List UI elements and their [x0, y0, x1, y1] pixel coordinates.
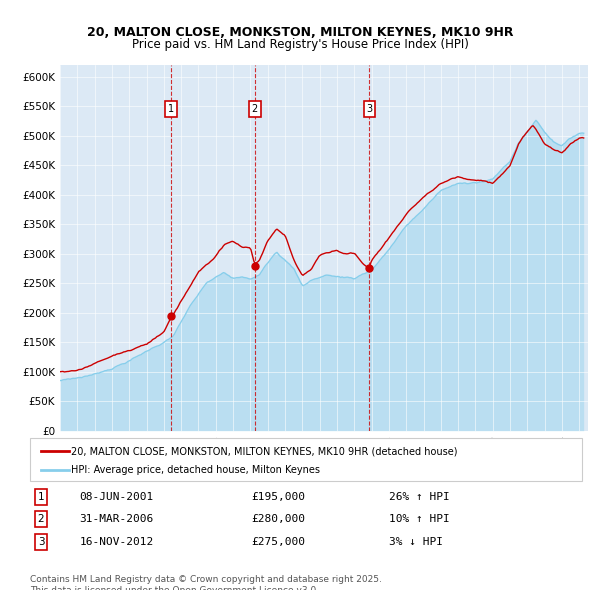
Text: 3: 3 — [367, 104, 373, 114]
Text: Contains HM Land Registry data © Crown copyright and database right 2025.
This d: Contains HM Land Registry data © Crown c… — [30, 575, 382, 590]
Text: HPI: Average price, detached house, Milton Keynes: HPI: Average price, detached house, Milt… — [71, 466, 320, 475]
Text: 26% ↑ HPI: 26% ↑ HPI — [389, 492, 449, 502]
Text: 3: 3 — [38, 537, 44, 547]
Text: 2: 2 — [38, 514, 44, 525]
Text: 10% ↑ HPI: 10% ↑ HPI — [389, 514, 449, 525]
Text: 1: 1 — [38, 492, 44, 502]
Text: 08-JUN-2001: 08-JUN-2001 — [80, 492, 154, 502]
Text: 3% ↓ HPI: 3% ↓ HPI — [389, 537, 443, 547]
Text: 1: 1 — [169, 104, 175, 114]
Text: £275,000: £275,000 — [251, 537, 305, 547]
Text: 31-MAR-2006: 31-MAR-2006 — [80, 514, 154, 525]
Text: £195,000: £195,000 — [251, 492, 305, 502]
FancyBboxPatch shape — [30, 438, 582, 481]
Text: 20, MALTON CLOSE, MONKSTON, MILTON KEYNES, MK10 9HR (detached house): 20, MALTON CLOSE, MONKSTON, MILTON KEYNE… — [71, 446, 458, 456]
Text: £280,000: £280,000 — [251, 514, 305, 525]
Text: 20, MALTON CLOSE, MONKSTON, MILTON KEYNES, MK10 9HR: 20, MALTON CLOSE, MONKSTON, MILTON KEYNE… — [87, 26, 513, 39]
Text: 16-NOV-2012: 16-NOV-2012 — [80, 537, 154, 547]
Text: 2: 2 — [251, 104, 258, 114]
Text: Price paid vs. HM Land Registry's House Price Index (HPI): Price paid vs. HM Land Registry's House … — [131, 38, 469, 51]
